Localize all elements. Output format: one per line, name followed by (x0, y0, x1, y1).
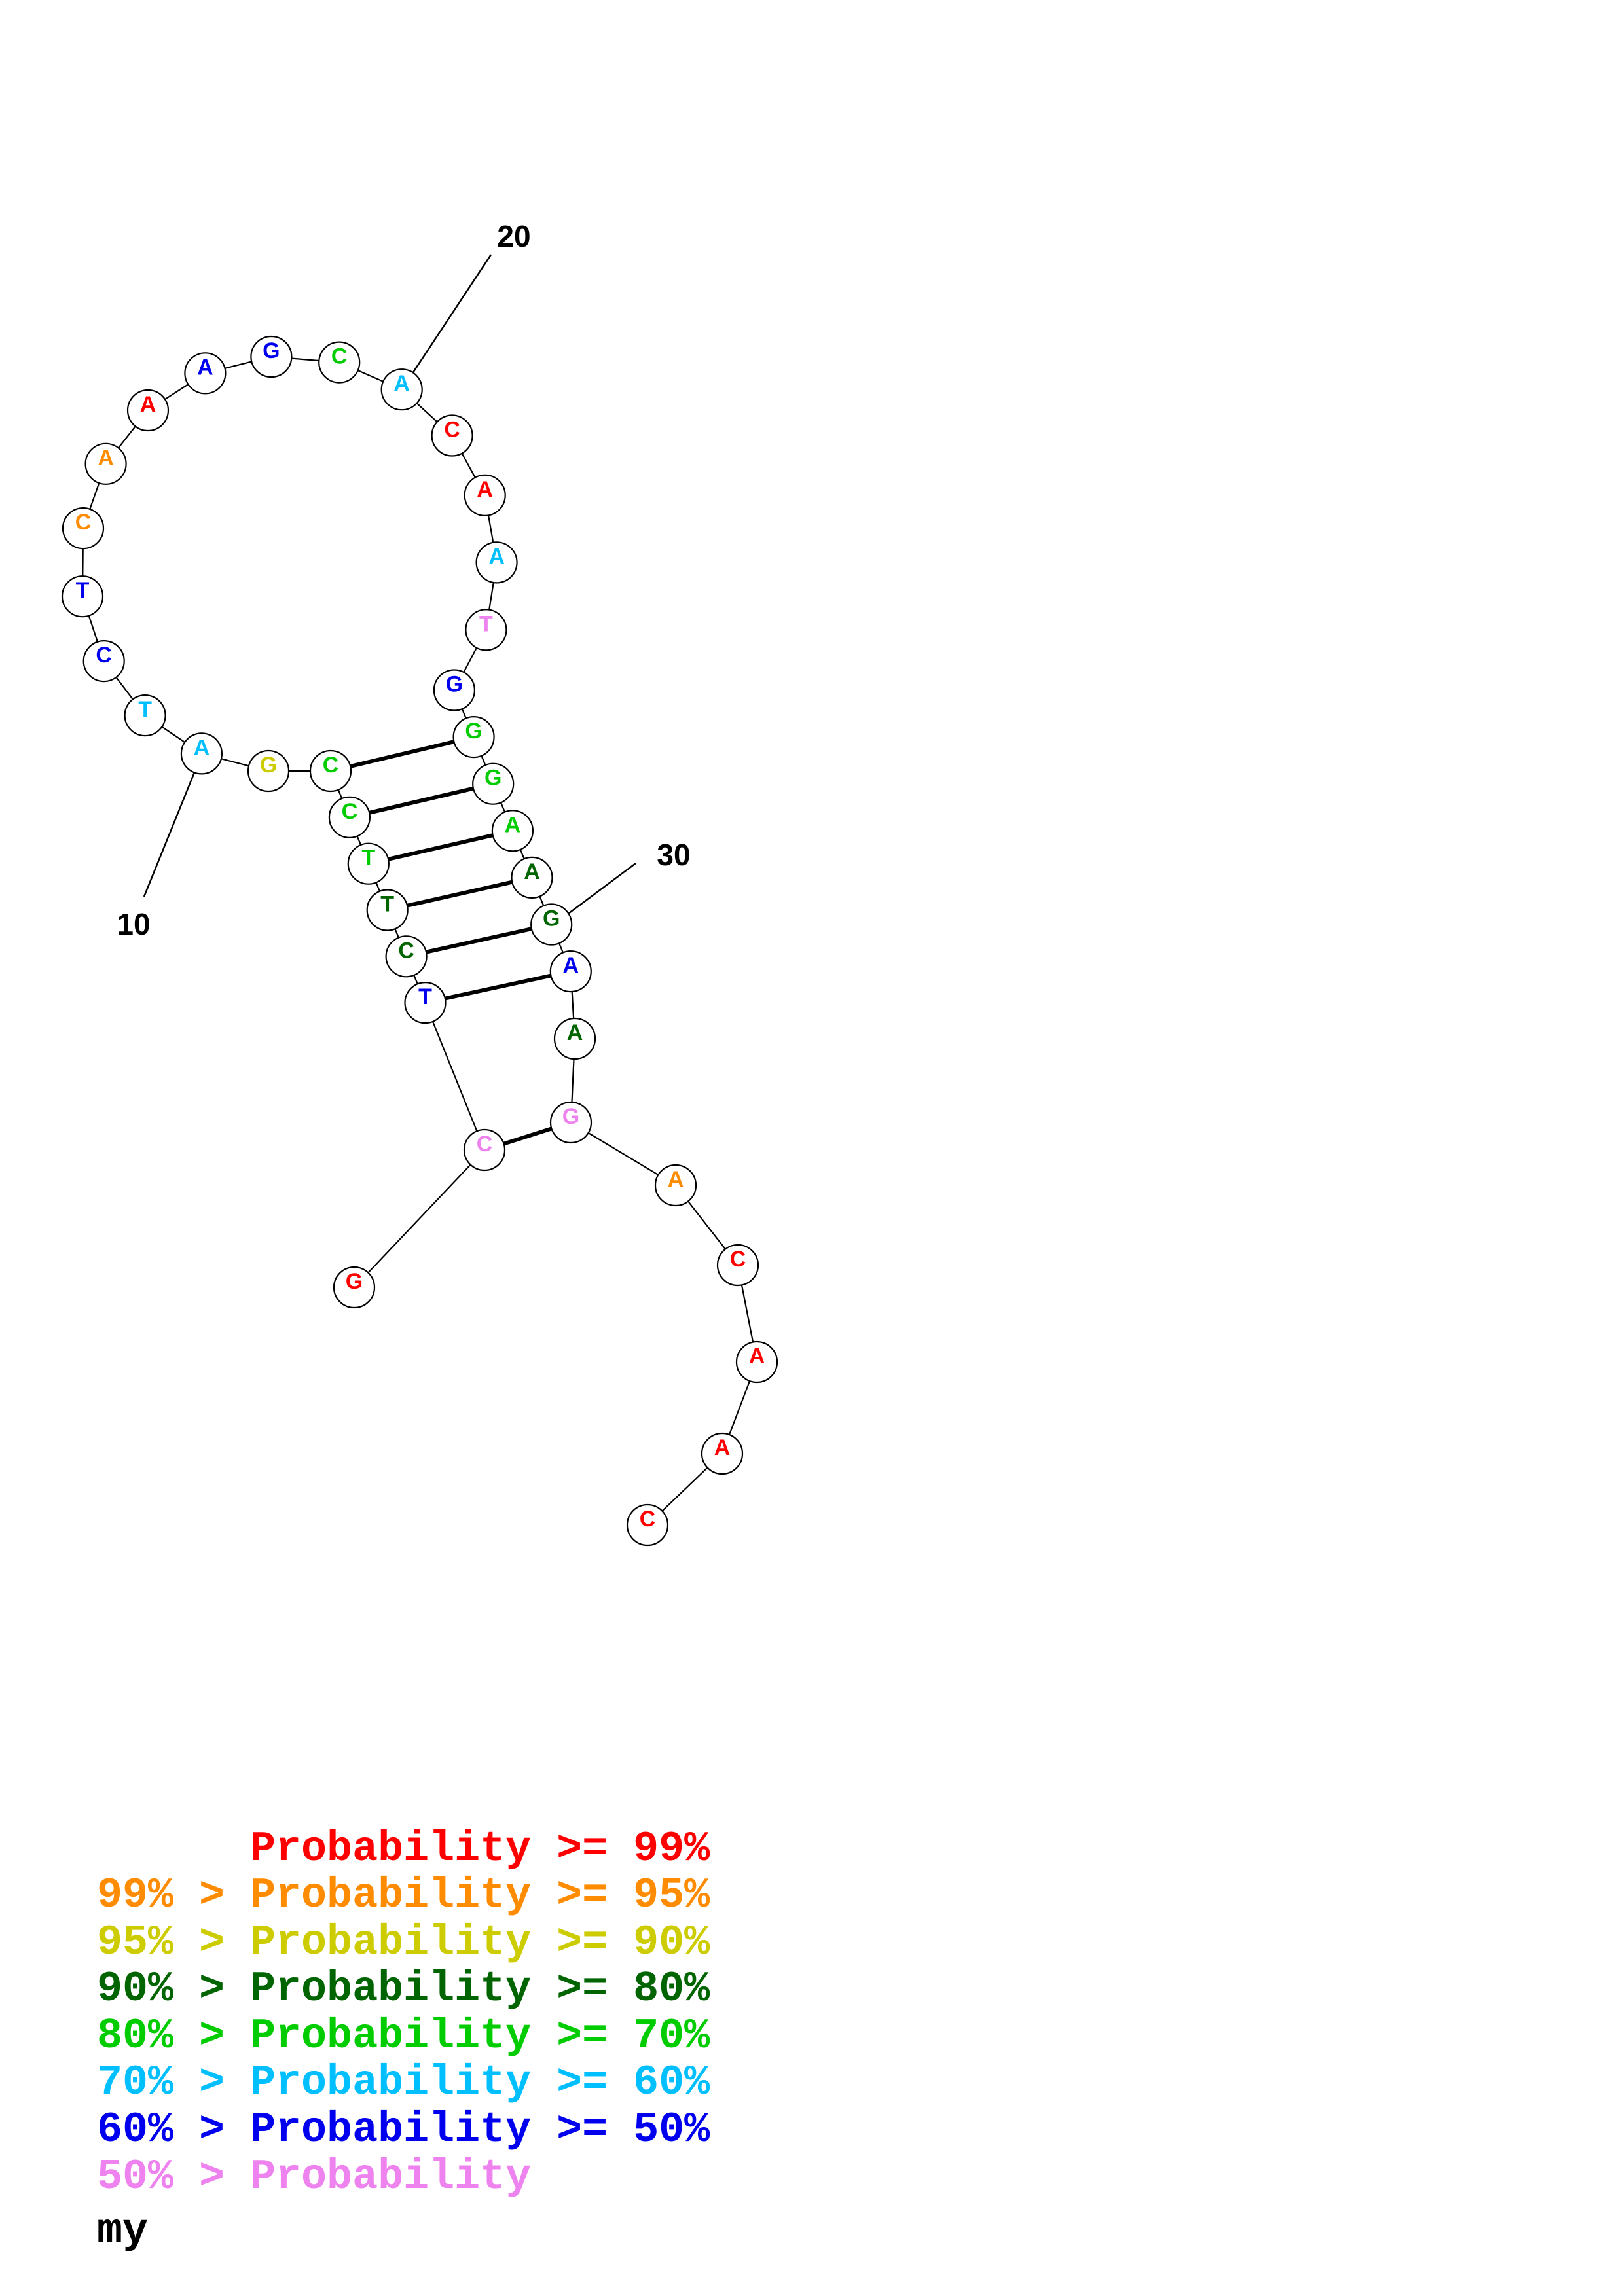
svg-text:A: A (194, 735, 210, 760)
svg-text:A: A (98, 446, 114, 471)
svg-text:A: A (524, 859, 540, 884)
svg-text:10: 10 (117, 907, 150, 941)
svg-text:20: 20 (497, 219, 530, 253)
svg-text:A: A (668, 1167, 684, 1192)
svg-text:T: T (418, 984, 432, 1009)
svg-text:C: C (398, 938, 414, 963)
svg-text:A: A (488, 544, 505, 569)
svg-text:A: A (477, 477, 493, 502)
svg-text:A: A (505, 812, 521, 837)
svg-text:T: T (380, 892, 394, 917)
svg-text:G: G (543, 906, 560, 931)
svg-text:A: A (197, 355, 213, 380)
svg-text:A: A (714, 1435, 731, 1460)
svg-text:C: C (96, 643, 112, 668)
svg-text:A: A (140, 392, 156, 417)
svg-text:C: C (477, 1132, 493, 1157)
svg-text:G: G (562, 1104, 579, 1129)
svg-text:A: A (393, 371, 410, 396)
svg-text:G: G (346, 1269, 363, 1294)
svg-text:A: A (749, 1344, 765, 1369)
svg-text:C: C (323, 753, 339, 778)
svg-text:C: C (444, 418, 460, 442)
svg-text:C: C (75, 510, 92, 535)
svg-text:C: C (730, 1247, 746, 1272)
svg-text:T: T (76, 578, 90, 603)
svg-text:A: A (567, 1020, 583, 1045)
svg-text:G: G (465, 719, 482, 744)
svg-text:C: C (342, 799, 358, 824)
svg-text:T: T (479, 611, 493, 636)
svg-text:G: G (446, 672, 463, 697)
svg-text:A: A (563, 953, 579, 978)
svg-text:T: T (138, 697, 152, 722)
svg-text:G: G (484, 766, 501, 791)
svg-text:C: C (640, 1507, 656, 1532)
svg-text:T: T (361, 846, 375, 870)
svg-text:C: C (331, 344, 348, 369)
svg-text:G: G (263, 338, 280, 363)
svg-text:30: 30 (657, 838, 690, 872)
svg-text:G: G (260, 753, 277, 778)
